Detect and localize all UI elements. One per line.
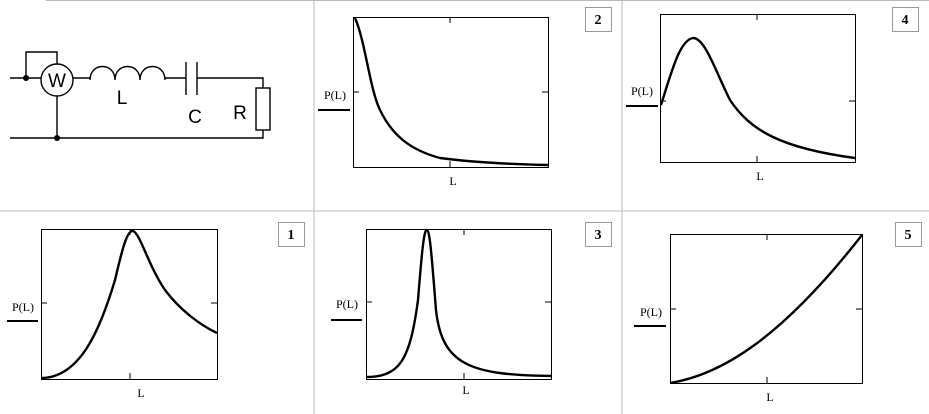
plot-frame (353, 17, 549, 168)
y-axis-label: P(L) (324, 88, 346, 102)
number-box (585, 222, 612, 247)
x-axis-label: L (756, 169, 763, 183)
plot-frame (660, 14, 856, 163)
x-axis-label: L (449, 174, 456, 188)
wattmeter (40, 63, 74, 97)
curve (353, 17, 549, 167)
inductor (89, 65, 166, 81)
resistor (255, 87, 271, 131)
label: L (117, 88, 128, 109)
number-box (585, 7, 612, 32)
node (54, 135, 60, 141)
y-axis-label: P(L) (631, 84, 653, 98)
y-axis-label: P(L) (640, 305, 662, 319)
curve (669, 234, 863, 385)
panel-number: 3 (595, 228, 602, 243)
curve (659, 36, 856, 160)
number-box (895, 222, 922, 247)
node (23, 75, 29, 81)
y-axis-label: P(L) (12, 300, 34, 314)
panel-number: 4 (902, 13, 909, 28)
label: R (233, 103, 247, 124)
label: C (188, 107, 202, 128)
circuit: W L C R (10, 51, 271, 141)
panel-number: 2 (595, 13, 602, 28)
plot-frame (670, 234, 863, 384)
x-axis-label: L (462, 383, 469, 397)
x-axis-label: L (137, 386, 144, 400)
x-axis-label: L (766, 390, 773, 404)
number-box (892, 7, 919, 32)
plot-frame (41, 229, 218, 380)
panel-number: 5 (905, 228, 912, 243)
plot-frame (366, 229, 552, 380)
panel-number: 1 (288, 228, 295, 243)
label: W (48, 71, 66, 92)
curve (40, 229, 218, 380)
curve (365, 228, 552, 379)
wire (10, 51, 264, 139)
number-box (278, 222, 305, 247)
y-axis-label: P(L) (336, 297, 358, 311)
